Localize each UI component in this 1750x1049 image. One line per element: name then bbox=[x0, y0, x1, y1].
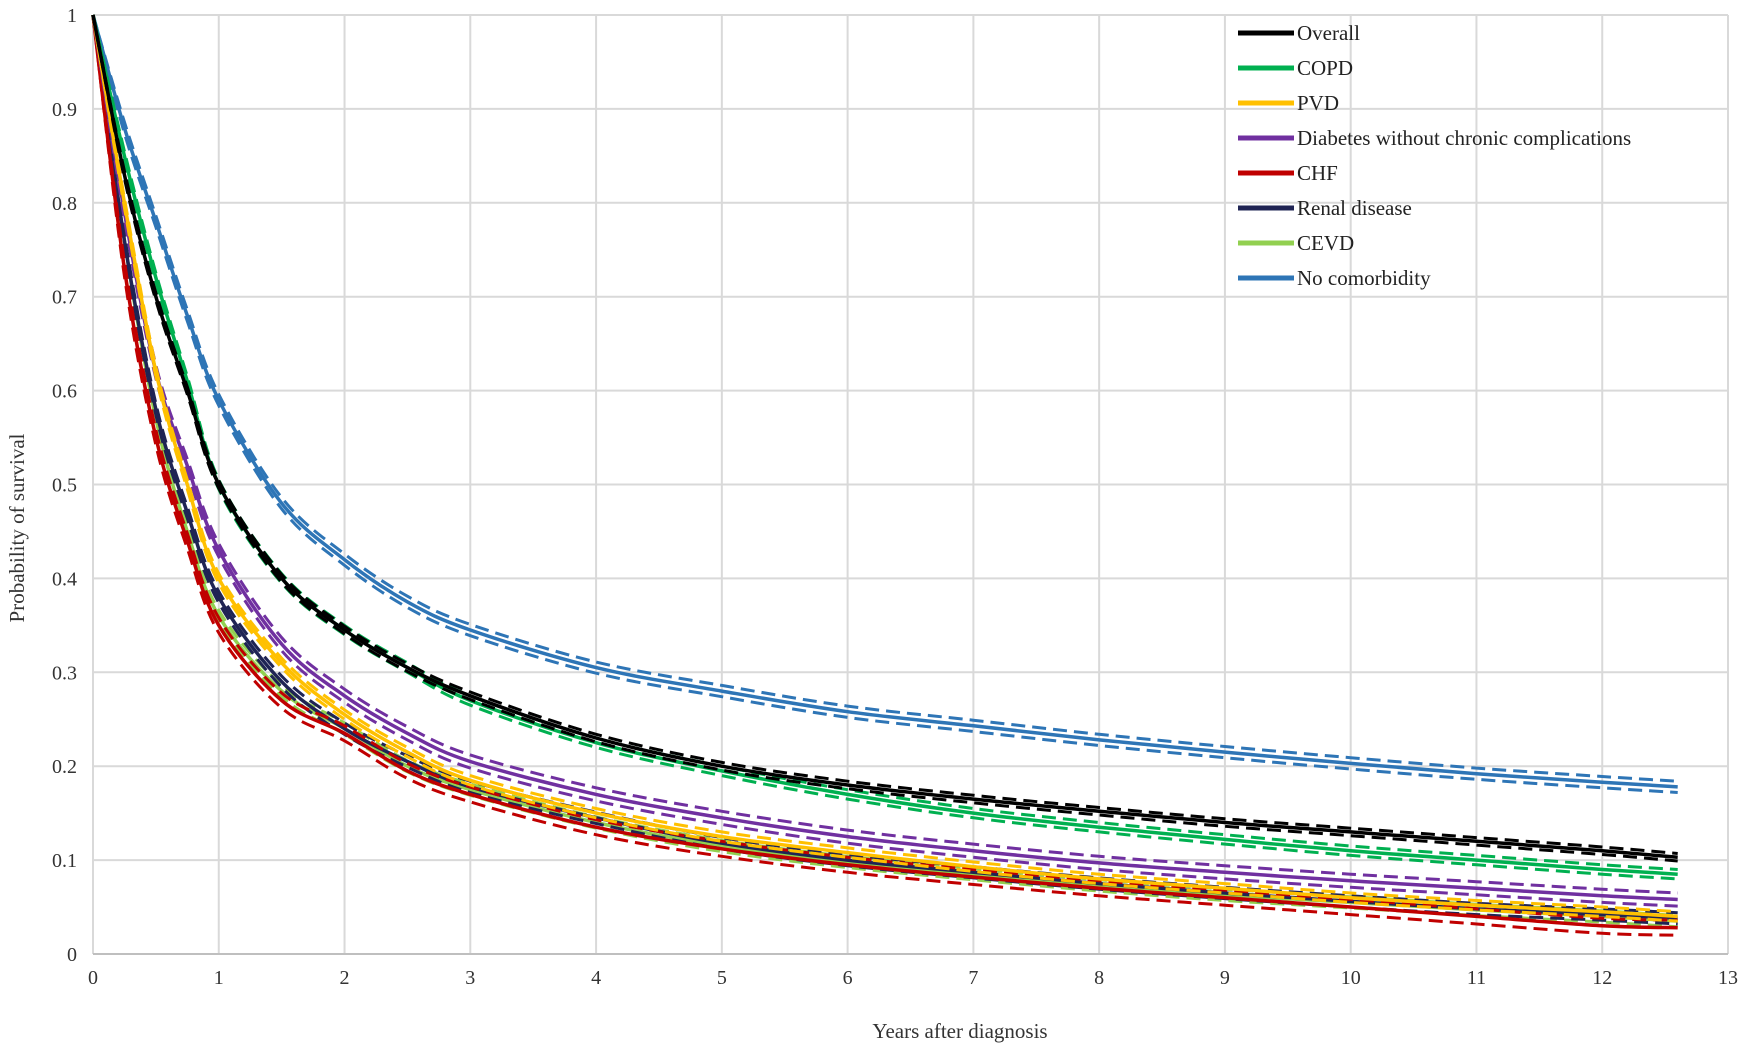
series-diabetes-without-chronic-complications bbox=[91, 14, 1678, 908]
legend-item-renal-disease: Renal disease bbox=[1238, 196, 1412, 220]
x-tick-label: 2 bbox=[340, 967, 350, 989]
legend-label: CEVD bbox=[1297, 231, 1354, 255]
series-chf-lower-ci bbox=[91, 14, 1678, 937]
legend-item-diabetes-without-chronic-complications: Diabetes without chronic complications bbox=[1238, 126, 1631, 150]
series-cevd-upper-ci bbox=[91, 14, 1678, 917]
y-tick-label: 0.1 bbox=[52, 850, 77, 872]
legend-label: PVD bbox=[1297, 91, 1339, 115]
y-tick-label: 0.2 bbox=[52, 756, 77, 778]
legend-label: COPD bbox=[1297, 56, 1353, 80]
x-tick-label: 11 bbox=[1467, 967, 1486, 989]
legend-label: Diabetes without chronic complications bbox=[1297, 126, 1631, 150]
y-tick-label: 1 bbox=[67, 5, 77, 27]
series-chf bbox=[91, 14, 1678, 937]
series-pvd-line bbox=[91, 14, 1678, 919]
legend-label: No comorbidity bbox=[1297, 266, 1431, 290]
series-renal-disease bbox=[91, 14, 1678, 926]
y-tick-label: 0.6 bbox=[52, 381, 77, 403]
legend-label: CHF bbox=[1297, 161, 1338, 185]
y-tick-label: 0.3 bbox=[52, 662, 77, 684]
series-diabetes-without-chronic-complications-upper-ci bbox=[91, 14, 1678, 895]
legend: Overall COPD PVD Diabetes without chronic c… bbox=[1238, 21, 1631, 290]
y-tick-label: 0.7 bbox=[52, 287, 77, 309]
series-no-comorbidity bbox=[91, 14, 1678, 794]
series-no-comorbidity-lower-ci bbox=[91, 14, 1678, 794]
legend-label: Renal disease bbox=[1297, 196, 1412, 220]
x-tick-label: 6 bbox=[843, 967, 853, 989]
series-no-comorbidity-upper-ci bbox=[91, 14, 1678, 783]
legend-item-pvd: PVD bbox=[1238, 91, 1339, 115]
x-tick-label: 0 bbox=[88, 967, 98, 989]
series-chf-line bbox=[91, 14, 1678, 930]
legend-item-copd: COPD bbox=[1238, 56, 1353, 80]
x-tick-label: 13 bbox=[1718, 967, 1738, 989]
y-tick-label: 0.9 bbox=[52, 99, 77, 121]
x-axis-title: Years after diagnosis bbox=[872, 1019, 1047, 1043]
series-overall-line bbox=[91, 14, 1678, 860]
y-tick-label: 0.8 bbox=[52, 193, 77, 215]
legend-label: Overall bbox=[1297, 21, 1360, 45]
x-tick-label: 10 bbox=[1341, 967, 1361, 989]
x-tick-label: 5 bbox=[717, 967, 727, 989]
y-tick-label: 0.5 bbox=[52, 475, 77, 497]
series-pvd-upper-ci bbox=[91, 14, 1678, 914]
x-tick-label: 3 bbox=[465, 967, 475, 989]
series-layer bbox=[91, 14, 1678, 937]
x-tick-label: 8 bbox=[1094, 967, 1104, 989]
legend-item-overall: Overall bbox=[1238, 21, 1360, 45]
x-tick-label: 4 bbox=[591, 967, 601, 989]
series-overall bbox=[91, 14, 1678, 863]
series-copd-lower-ci bbox=[91, 14, 1678, 881]
series-chf-upper-ci bbox=[91, 14, 1678, 922]
series-diabetes-without-chronic-complications-line bbox=[91, 14, 1678, 902]
legend-item-no-comorbidity: No comorbidity bbox=[1238, 266, 1431, 290]
x-tick-labels: 0 1 2 3 4 5 6 7 8 9 10 11 12 13 bbox=[88, 967, 1738, 989]
legend-item-chf: CHF bbox=[1238, 161, 1338, 185]
x-tick-label: 7 bbox=[968, 967, 978, 989]
legend-item-cevd: CEVD bbox=[1238, 231, 1354, 255]
x-tick-label: 1 bbox=[214, 967, 224, 989]
y-axis-title: Probability of survival bbox=[5, 433, 29, 622]
gridlines bbox=[92, 14, 1729, 955]
x-tick-label: 9 bbox=[1220, 967, 1230, 989]
series-pvd bbox=[91, 14, 1678, 923]
series-renal-disease-lower-ci bbox=[91, 14, 1678, 926]
x-tick-label: 12 bbox=[1592, 967, 1612, 989]
y-tick-labels: 0 0.1 0.2 0.3 0.4 0.5 0.6 0.7 0.8 0.9 1 bbox=[52, 5, 77, 966]
y-tick-label: 0.4 bbox=[52, 568, 77, 590]
y-tick-label: 0 bbox=[67, 944, 77, 966]
series-no-comorbidity-line bbox=[91, 14, 1678, 789]
series-diabetes-without-chronic-complications-lower-ci bbox=[91, 14, 1678, 908]
series-renal-disease-line bbox=[91, 14, 1678, 921]
